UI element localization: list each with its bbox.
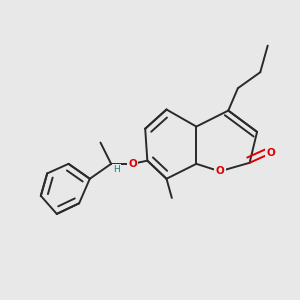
Text: O: O xyxy=(266,148,275,158)
Text: O: O xyxy=(128,159,137,169)
Text: O: O xyxy=(215,166,224,176)
Text: H: H xyxy=(113,165,120,174)
